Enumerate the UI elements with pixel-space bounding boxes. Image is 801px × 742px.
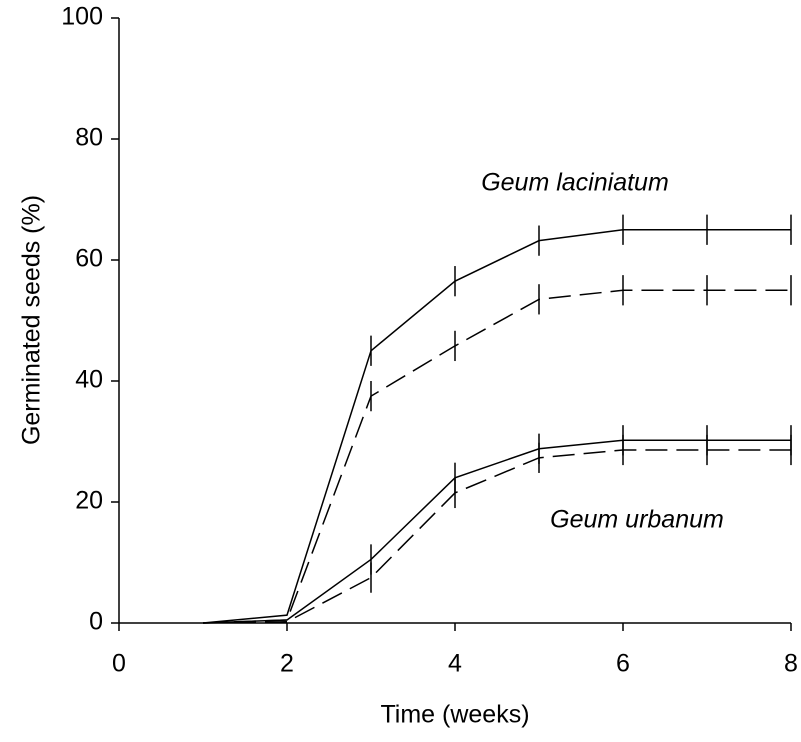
series-line	[202, 449, 791, 624]
x-tick-label: 6	[616, 650, 630, 678]
x-tick-label: 4	[448, 650, 462, 678]
series-line	[202, 289, 791, 624]
series-line	[202, 229, 791, 624]
annotation: Geum urbanum	[550, 506, 724, 534]
y-tick-label: 0	[89, 608, 103, 636]
y-tick-label: 40	[75, 366, 103, 394]
y-tick-label: 20	[75, 487, 103, 515]
y-tick-label: 60	[75, 245, 103, 273]
x-tick-label: 0	[112, 650, 126, 678]
series-line	[202, 439, 791, 624]
annotation: Geum laciniatum	[481, 169, 669, 197]
y-axis-label: Germinated seeds (%)	[18, 195, 46, 445]
x-tick-label: 8	[784, 650, 798, 678]
x-tick-label: 2	[280, 650, 294, 678]
y-tick-label: 100	[61, 3, 103, 31]
y-tick-label: 80	[75, 124, 103, 152]
x-axis-label: Time (weeks)	[380, 701, 529, 729]
